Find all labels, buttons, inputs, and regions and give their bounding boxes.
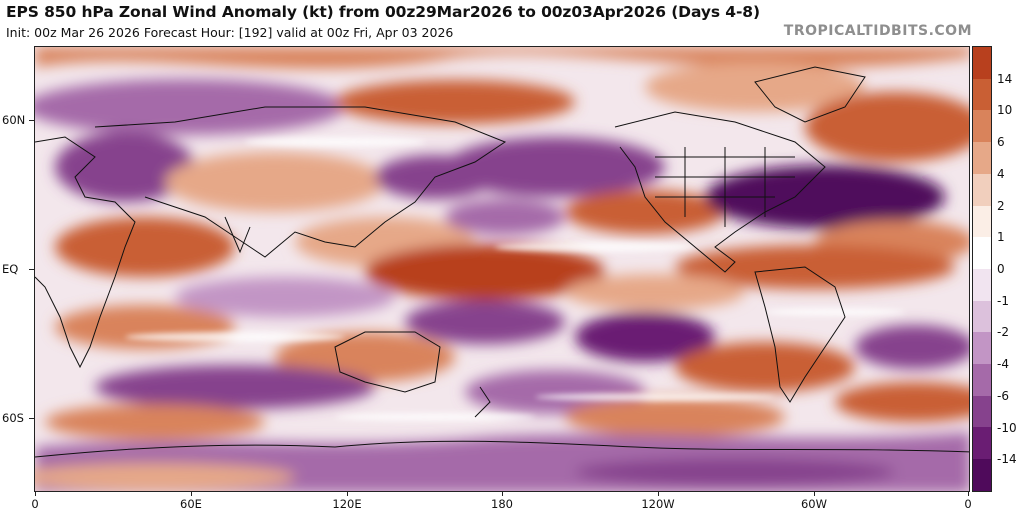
colorbar-label: 14 bbox=[997, 71, 1013, 86]
lon-tick bbox=[968, 492, 969, 496]
colorbar-label: 1 bbox=[997, 230, 1005, 245]
colorbar-segment bbox=[973, 237, 991, 269]
lon-tick bbox=[347, 492, 348, 496]
colorbar-label: 6 bbox=[997, 135, 1005, 150]
lon-label-60e: 60E bbox=[180, 497, 202, 511]
colorbar-segment bbox=[973, 268, 991, 301]
colorbar-segment bbox=[973, 47, 991, 79]
colorbar-label: -6 bbox=[997, 388, 1009, 403]
colorbar bbox=[972, 46, 992, 492]
lat-label-eq: EQ bbox=[2, 262, 19, 276]
map-title: EPS 850 hPa Zonal Wind Anomaly (kt) from… bbox=[6, 3, 760, 21]
colorbar-label: -14 bbox=[997, 452, 1017, 467]
lon-label-0: 0 bbox=[31, 497, 39, 511]
colorbar-label: -2 bbox=[997, 325, 1009, 340]
lon-label-120w: 120W bbox=[641, 497, 675, 511]
wind-anomaly-map bbox=[34, 46, 970, 492]
lon-label-0-east: 0 bbox=[964, 497, 972, 511]
colorbar-label: -10 bbox=[997, 420, 1017, 435]
colorbar-segment bbox=[973, 332, 991, 365]
colorbar-segment bbox=[973, 110, 991, 143]
lat-label-60n: 60N bbox=[2, 113, 26, 127]
colorbar-segment bbox=[973, 395, 991, 428]
colorbar-label: 4 bbox=[997, 166, 1005, 181]
colorbar-label: 0 bbox=[997, 262, 1005, 276]
lon-label-180: 180 bbox=[491, 497, 513, 511]
lon-tick bbox=[35, 492, 36, 496]
site-brand[interactable]: TROPICALTIDBITS.COM bbox=[783, 23, 972, 39]
colorbar-segment bbox=[973, 142, 991, 174]
lat-tick bbox=[29, 120, 34, 121]
colorbar-label: 10 bbox=[997, 103, 1013, 118]
colorbar-label: -4 bbox=[997, 357, 1009, 372]
colorbar-label: 2 bbox=[997, 198, 1005, 213]
lon-label-60w: 60W bbox=[800, 497, 828, 511]
colorbar-segment bbox=[973, 427, 991, 460]
lat-label-60s: 60S bbox=[2, 411, 24, 425]
lon-tick bbox=[658, 492, 659, 496]
lon-tick bbox=[814, 492, 815, 496]
map-subtitle: Init: 00z Mar 26 2026 Forecast Hour: [19… bbox=[6, 25, 454, 40]
lon-label-120e: 120E bbox=[332, 497, 362, 511]
colorbar-segment bbox=[973, 173, 991, 206]
colorbar-segment bbox=[973, 300, 991, 333]
colorbar-segment bbox=[973, 205, 991, 238]
colorbar-segment bbox=[973, 459, 991, 491]
lon-tick bbox=[191, 492, 192, 496]
colorbar-segment bbox=[973, 364, 991, 396]
lat-tick bbox=[29, 418, 34, 419]
colorbar-segment bbox=[973, 78, 991, 111]
lon-tick bbox=[502, 492, 503, 496]
colorbar-label: -1 bbox=[997, 293, 1009, 308]
lat-tick bbox=[29, 269, 34, 270]
